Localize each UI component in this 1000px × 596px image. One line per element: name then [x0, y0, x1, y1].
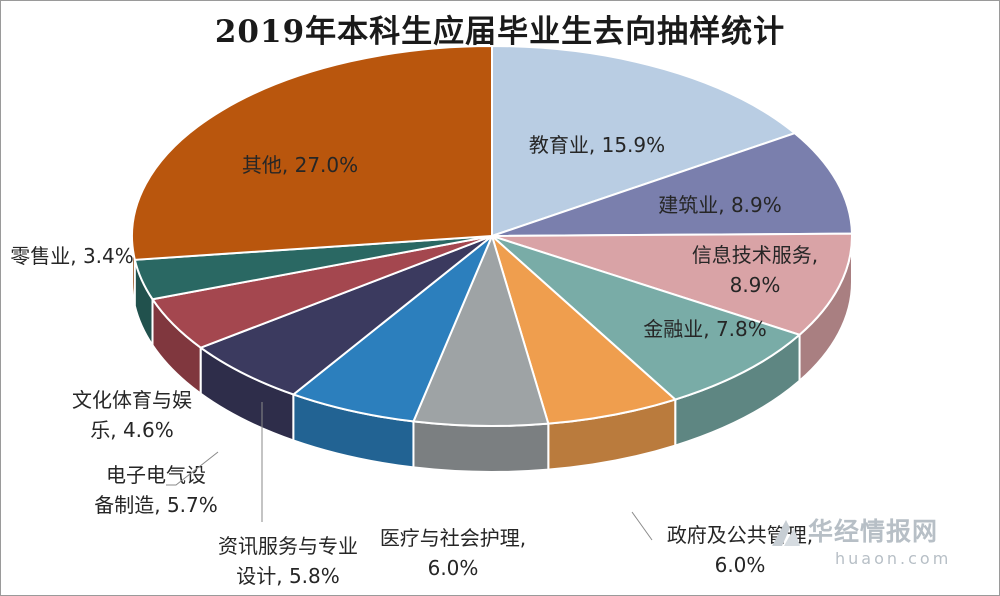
watermark-url: huaon.com	[835, 549, 952, 568]
data-label-3: 金融业, 7.8%	[643, 317, 767, 341]
data-label-5: 医疗与社会护理, 6.0%	[380, 526, 526, 580]
data-label-7: 电子电气设备制造, 5.7%	[94, 463, 218, 517]
slice-5	[412, 233, 550, 427]
data-labels: 教育业, 15.9%建筑业, 8.9%信息技术服务, 8.9%金融业, 7.8%政…	[10, 133, 818, 588]
slice-7	[198, 235, 493, 396]
pie-tops	[131, 44, 853, 427]
slice-4	[490, 232, 678, 425]
slice-side-5	[412, 420, 550, 473]
data-label-10: 其他, 27.0%	[242, 153, 358, 177]
slice-6	[291, 235, 493, 423]
watermark-brand: 华经情报网	[808, 517, 939, 546]
data-label-6: 资讯服务与专业设计, 5.8%	[218, 534, 358, 588]
huaon-logo-icon	[772, 520, 800, 546]
slice-3	[491, 235, 802, 401]
leader-lines	[166, 402, 653, 541]
data-label-8: 文化体育与娱乐, 4.6%	[72, 388, 192, 442]
slice-2	[491, 232, 853, 336]
data-label-0: 教育业, 15.9%	[529, 133, 665, 157]
chart-title: 2019年本科生应届毕业生去向抽样统计	[214, 14, 786, 50]
data-label-2: 信息技术服务, 8.9%	[692, 243, 818, 297]
leader-line-0	[166, 451, 219, 486]
slice-10	[131, 44, 493, 261]
slice-1	[491, 132, 853, 237]
leader-line-2	[631, 511, 653, 541]
data-label-1: 建筑业, 8.9%	[658, 193, 782, 217]
slice-0	[491, 44, 797, 238]
data-label-9: 零售业, 3.4%	[10, 244, 134, 268]
